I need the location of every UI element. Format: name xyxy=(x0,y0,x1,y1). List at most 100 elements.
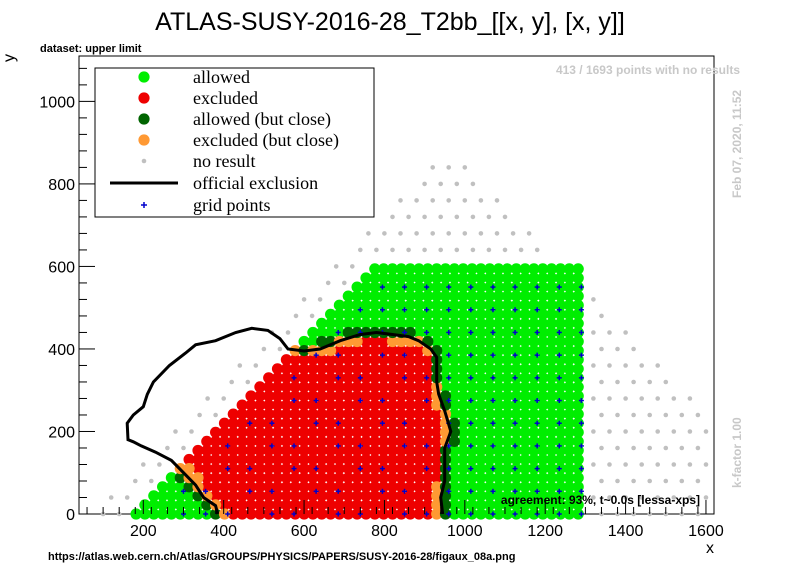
grid-point xyxy=(490,466,496,472)
excluded-point xyxy=(404,435,416,447)
no-result-point xyxy=(229,379,234,385)
x-tick-label: 1200 xyxy=(527,523,563,540)
grid-point xyxy=(468,466,474,472)
excluded-point xyxy=(227,481,239,493)
no-result-point xyxy=(382,231,387,236)
allowed-point xyxy=(510,345,522,357)
no-result-point xyxy=(631,346,636,352)
allowed-point xyxy=(466,263,478,275)
allowed-point xyxy=(439,372,452,384)
excluded-point xyxy=(325,408,337,420)
no-result-point xyxy=(205,396,210,401)
allowed-point xyxy=(554,335,567,348)
excluded-point xyxy=(360,435,372,447)
excluded-point xyxy=(316,354,328,366)
y-tick-label: 1000 xyxy=(39,94,75,111)
grid-point xyxy=(556,329,562,335)
no-result-point xyxy=(639,462,644,467)
excluded-point xyxy=(351,372,363,384)
excluded-close-point xyxy=(431,399,443,411)
excluded-point xyxy=(395,426,407,438)
excluded-point xyxy=(360,472,372,484)
excluded-point xyxy=(360,481,372,493)
no-result-point xyxy=(599,313,604,319)
excluded-point xyxy=(254,399,266,411)
grid-point xyxy=(578,307,584,313)
allowed-point xyxy=(413,299,425,311)
grid-point xyxy=(291,398,297,404)
allowed-point xyxy=(554,308,567,320)
grid-point xyxy=(180,488,186,494)
allowed-point xyxy=(466,426,478,438)
allowed-point xyxy=(563,426,575,438)
allowed-point xyxy=(493,390,505,402)
allowed-point xyxy=(165,508,177,520)
excluded-point xyxy=(386,408,399,420)
excluded-point xyxy=(280,408,292,420)
allowed-point xyxy=(493,335,505,348)
excluded-point xyxy=(280,490,292,502)
no-result-point xyxy=(502,214,508,220)
allowed-point xyxy=(572,372,584,384)
excluded-point xyxy=(325,381,337,393)
no-result-point xyxy=(478,198,484,203)
no-result-point xyxy=(679,445,685,451)
excluded-point xyxy=(183,453,195,466)
allowed-point xyxy=(457,453,469,466)
x-tick-label: 200 xyxy=(130,523,157,540)
no-result-point xyxy=(414,198,419,203)
allowed-point xyxy=(510,290,522,302)
allowed-point xyxy=(537,299,549,311)
excluded-point xyxy=(378,453,390,466)
allowed-point xyxy=(439,281,452,293)
no-result-point xyxy=(663,445,669,451)
excluded-point xyxy=(413,463,425,475)
no-result-point xyxy=(494,198,500,203)
excluded-point xyxy=(395,408,407,420)
allowed-point xyxy=(457,472,469,484)
excluded-point xyxy=(369,481,381,493)
x-axis-label: x xyxy=(706,540,714,557)
no-result-point xyxy=(454,214,460,220)
no-result-point xyxy=(422,247,427,253)
allowed-point xyxy=(501,417,513,429)
grid-point xyxy=(512,352,518,358)
grid-point xyxy=(534,420,540,426)
allowed-point xyxy=(439,263,452,275)
allowed-point xyxy=(484,453,496,466)
allowed-point xyxy=(466,290,478,302)
allowed-point xyxy=(519,508,531,520)
allowed-point xyxy=(457,308,469,320)
excluded-point xyxy=(413,399,425,411)
no-result-point xyxy=(510,231,516,236)
allowed-point xyxy=(546,463,558,475)
grid-point xyxy=(534,352,540,358)
allowed-point xyxy=(475,390,487,402)
allowed-point xyxy=(457,381,469,393)
allowed-point xyxy=(395,281,407,293)
grid-point xyxy=(424,375,430,381)
allowed-point xyxy=(519,490,531,502)
allowed-point xyxy=(298,335,310,348)
grid-point xyxy=(203,511,209,517)
excluded-point xyxy=(271,426,284,438)
excluded-point xyxy=(369,354,381,366)
excluded-point xyxy=(413,444,425,457)
grid-points xyxy=(180,284,584,517)
allowed-point xyxy=(413,290,425,302)
excluded-point xyxy=(413,354,425,366)
allowed-point xyxy=(484,372,496,384)
allowed-point xyxy=(448,308,460,320)
excluded-point xyxy=(271,408,284,420)
excluded-point xyxy=(271,417,284,429)
allowed-point xyxy=(519,263,531,275)
excluded-point xyxy=(236,453,248,466)
excluded-point xyxy=(289,390,301,402)
no-result-point xyxy=(679,478,685,484)
excluded-point xyxy=(254,390,266,402)
excluded-point xyxy=(404,381,416,393)
allowed-point xyxy=(466,490,478,502)
allowed-point xyxy=(466,453,478,466)
plot-area xyxy=(78,55,715,520)
grid-point xyxy=(357,466,363,472)
